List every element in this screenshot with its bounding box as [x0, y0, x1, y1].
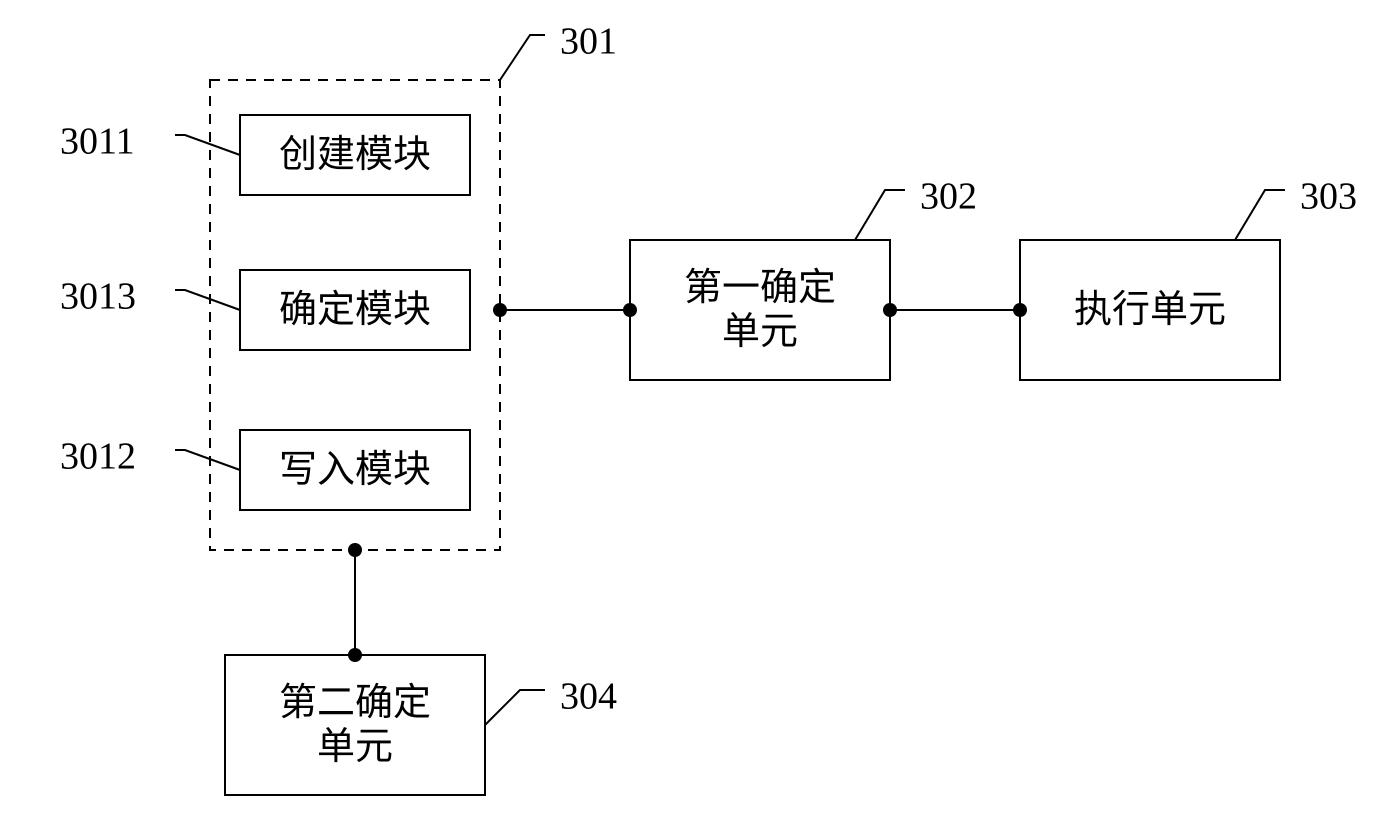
node-label-n302-line1: 单元 — [722, 311, 798, 353]
edge-dot-start-1 — [883, 303, 897, 317]
leader-l303 — [1235, 190, 1285, 240]
leader-l3012 — [175, 450, 240, 470]
node-label-n3013: 确定模块 — [279, 289, 431, 331]
edge-dot-end-2 — [348, 648, 362, 662]
ref-label-l3012: 3012 — [60, 436, 136, 478]
edge-dot-end-1 — [1013, 303, 1027, 317]
node-label-n303: 执行单元 — [1074, 289, 1226, 331]
node-label-n302-line0: 第一确定 — [684, 267, 836, 309]
edge-dot-start-0 — [493, 303, 507, 317]
ref-label-l302: 302 — [920, 176, 977, 218]
edge-dot-end-0 — [623, 303, 637, 317]
leader-l304 — [485, 690, 545, 725]
leader-l301 — [500, 35, 545, 80]
node-label-n304-line1: 单元 — [317, 726, 393, 768]
block-diagram: 创建模块确定模块写入模块第一确定单元执行单元第二确定单元301301130133… — [0, 0, 1384, 840]
node-label-n3012: 写入模块 — [279, 449, 431, 491]
node-label-n304-line0: 第二确定 — [279, 682, 431, 724]
ref-label-l3013: 3013 — [60, 276, 136, 318]
ref-label-l304: 304 — [560, 676, 617, 718]
ref-label-l301: 301 — [560, 21, 617, 63]
leader-l302 — [855, 190, 905, 240]
ref-label-l303: 303 — [1300, 176, 1357, 218]
edge-dot-start-2 — [348, 543, 362, 557]
leader-l3011 — [175, 135, 240, 155]
node-label-n3011: 创建模块 — [279, 134, 431, 176]
ref-label-l3011: 3011 — [60, 121, 135, 163]
leader-l3013 — [175, 290, 240, 310]
